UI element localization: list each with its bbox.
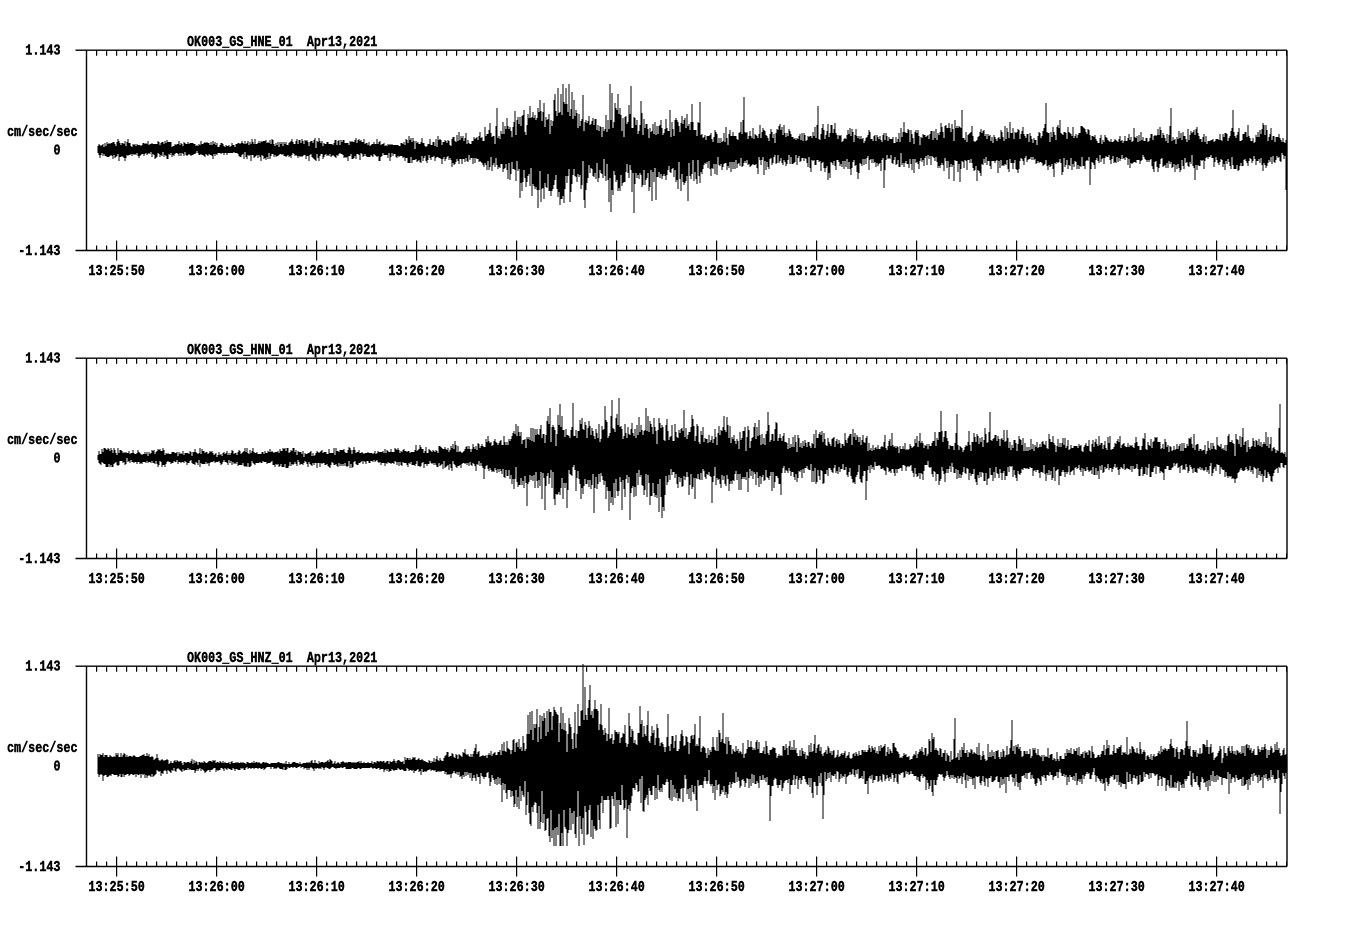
svg-text:1.143: 1.143: [25, 43, 60, 60]
svg-text:13:27:30: 13:27:30: [1088, 879, 1144, 896]
svg-text:13:26:50: 13:26:50: [688, 571, 744, 588]
svg-text:13:26:40: 13:26:40: [588, 263, 644, 280]
svg-text:13:25:50: 13:25:50: [88, 263, 144, 280]
svg-text:13:27:30: 13:27:30: [1088, 571, 1144, 588]
svg-text:OK003_GS_HNE_01 Apr13,2021: OK003_GS_HNE_01 Apr13,2021: [187, 34, 377, 51]
svg-text:13:27:10: 13:27:10: [888, 879, 944, 896]
svg-text:13:27:20: 13:27:20: [988, 571, 1044, 588]
svg-text:1.143: 1.143: [25, 351, 60, 368]
svg-text:13:26:00: 13:26:00: [188, 571, 244, 588]
svg-text:13:27:40: 13:27:40: [1188, 879, 1244, 896]
svg-text:-1.143: -1.143: [18, 859, 60, 876]
svg-text:13:27:10: 13:27:10: [888, 571, 944, 588]
svg-text:OK003_GS_HNZ_01 Apr13,2021: OK003_GS_HNZ_01 Apr13,2021: [187, 650, 377, 667]
svg-text:0: 0: [54, 451, 61, 468]
svg-text:13:26:30: 13:26:30: [488, 263, 544, 280]
svg-text:cm/sec/sec: cm/sec/sec: [7, 740, 78, 757]
svg-text:OK003_GS_HNN_01 Apr13,2021: OK003_GS_HNN_01 Apr13,2021: [187, 342, 377, 359]
svg-text:13:26:10: 13:26:10: [288, 263, 344, 280]
svg-text:13:26:10: 13:26:10: [288, 879, 344, 896]
svg-text:13:26:00: 13:26:00: [188, 263, 244, 280]
svg-text:1.143: 1.143: [25, 659, 60, 676]
svg-text:13:25:50: 13:25:50: [88, 879, 144, 896]
svg-text:13:27:30: 13:27:30: [1088, 263, 1144, 280]
svg-text:0: 0: [54, 143, 61, 160]
svg-text:13:26:40: 13:26:40: [588, 879, 644, 896]
svg-text:13:27:00: 13:27:00: [788, 879, 844, 896]
svg-text:13:26:20: 13:26:20: [388, 571, 444, 588]
svg-text:-1.143: -1.143: [18, 551, 60, 568]
svg-text:-1.143: -1.143: [18, 243, 60, 260]
svg-text:cm/sec/sec: cm/sec/sec: [7, 432, 78, 449]
svg-text:13:27:00: 13:27:00: [788, 263, 844, 280]
svg-text:13:26:30: 13:26:30: [488, 571, 544, 588]
svg-text:13:26:50: 13:26:50: [688, 263, 744, 280]
svg-text:13:27:10: 13:27:10: [888, 263, 944, 280]
svg-text:13:27:00: 13:27:00: [788, 571, 844, 588]
svg-text:13:27:20: 13:27:20: [988, 263, 1044, 280]
svg-text:13:26:20: 13:26:20: [388, 879, 444, 896]
svg-text:13:26:20: 13:26:20: [388, 263, 444, 280]
svg-text:13:25:50: 13:25:50: [88, 571, 144, 588]
svg-text:13:26:50: 13:26:50: [688, 879, 744, 896]
svg-text:0: 0: [54, 759, 61, 776]
svg-text:13:26:40: 13:26:40: [588, 571, 644, 588]
svg-text:13:26:10: 13:26:10: [288, 571, 344, 588]
svg-text:cm/sec/sec: cm/sec/sec: [7, 124, 78, 141]
svg-text:13:27:40: 13:27:40: [1188, 571, 1244, 588]
svg-text:13:26:30: 13:26:30: [488, 879, 544, 896]
svg-text:13:26:00: 13:26:00: [188, 879, 244, 896]
svg-text:13:27:40: 13:27:40: [1188, 263, 1244, 280]
svg-text:13:27:20: 13:27:20: [988, 879, 1044, 896]
